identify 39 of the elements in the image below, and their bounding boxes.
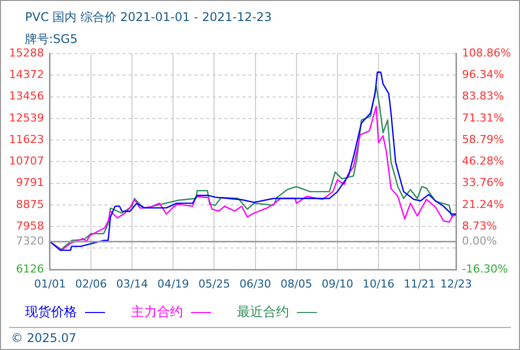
text: © 2025.07 [11, 331, 76, 345]
y2-tick-label: 46.28% [462, 154, 504, 168]
x-tick-label: 03/14 [116, 277, 148, 290]
x-tick-label: 08/05 [280, 277, 312, 290]
y-tick-label: 7320 [16, 234, 44, 248]
y-tick-label: 13456 [8, 90, 44, 103]
y2-tick-label: 0.00% [462, 234, 498, 248]
y-tick-label: 15288 [8, 46, 44, 60]
y2-tick-label: 21.24% [462, 198, 504, 211]
chart-subtitle: 牌号:SG5 [25, 31, 79, 48]
y2-tick-label: 71.31% [462, 111, 504, 124]
y-tick-label: 14372 [8, 68, 44, 82]
y-tick-label: 9791 [16, 176, 44, 190]
x-tick-label: 02/06 [75, 277, 107, 290]
x-tick-label: 05/25 [198, 277, 230, 290]
y-tick-label: 12539 [8, 111, 44, 124]
legend-label: 主力合约 [131, 304, 183, 321]
y2-tick-label: 108.86% [462, 46, 512, 60]
x-tick-label: 06/30 [239, 277, 272, 290]
legend-label: 现货价格 [25, 304, 77, 321]
x-tick-label: 11/21 [404, 277, 436, 290]
y2-tick-label: 83.83% [462, 90, 504, 103]
y-tick-label: 11623 [8, 132, 44, 146]
y-tick-label: 6126 [16, 262, 44, 276]
x-tick-label: 09/10 [322, 277, 354, 290]
legend-label: 最近合约 [237, 304, 289, 321]
x-tick-label: 04/19 [157, 277, 190, 290]
x-tick-label: 01/01 [34, 277, 66, 290]
y2-tick-label: 8.73% [462, 219, 498, 232]
y2-tick-label: 58.79% [462, 132, 504, 146]
y2-tick-label: -16.30% [462, 262, 508, 276]
y-tick-label: 10707 [8, 154, 44, 168]
y-tick-label: 8875 [16, 198, 44, 211]
y2-tick-label: 33.76% [462, 176, 504, 190]
chart-title: PVC 国内 综合价 2021-01-01 - 2021-12-23 [25, 9, 272, 26]
x-tick-label: 10/16 [362, 277, 394, 290]
y-tick-label: 7958 [16, 219, 44, 232]
y2-tick-label: 96.34% [462, 68, 504, 82]
x-tick-label: 12/23 [440, 277, 472, 290]
